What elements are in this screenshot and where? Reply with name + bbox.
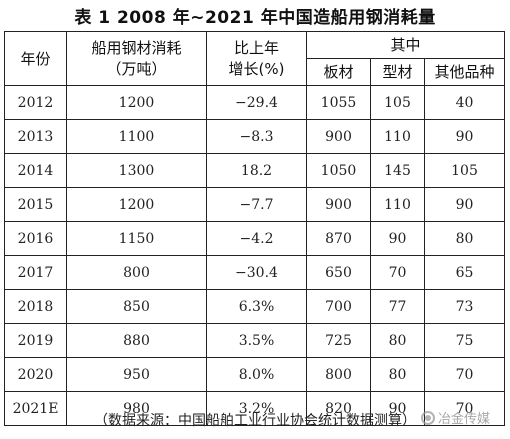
header-section: 型材 bbox=[370, 58, 425, 86]
cell-plate: 1050 bbox=[306, 153, 371, 188]
cell-other: 105 bbox=[423, 153, 506, 188]
cell-consumption: 1200 bbox=[66, 187, 207, 222]
cell-consumption: 980 bbox=[66, 391, 207, 426]
cell-other: 40 bbox=[423, 85, 506, 120]
cell-plate: 725 bbox=[306, 323, 371, 358]
cell-growth: 18.2 bbox=[206, 153, 307, 188]
cell-growth: −30.4 bbox=[206, 255, 307, 290]
cell-consumption: 1100 bbox=[66, 119, 207, 154]
cell-year: 2018 bbox=[4, 289, 67, 324]
cell-section: 80 bbox=[370, 323, 425, 358]
header-year: 年份 bbox=[4, 31, 67, 86]
cell-other: 65 bbox=[423, 255, 506, 290]
wechat-icon bbox=[420, 410, 435, 425]
steel-consumption-table: 年份 船用钢材消耗 （万吨） 比上年 增长(%) 其中 板材 型材 其他品种 2… bbox=[4, 31, 506, 426]
cell-plate: 870 bbox=[306, 221, 371, 256]
cell-consumption: 850 bbox=[66, 289, 207, 324]
cell-section: 105 bbox=[370, 85, 425, 120]
table-row: 2020 950 8.0% 800 80 70 bbox=[4, 357, 506, 392]
header-group: 其中 bbox=[305, 31, 506, 59]
table-row: 2019 880 3.5% 725 80 75 bbox=[4, 323, 506, 358]
cell-consumption: 1300 bbox=[66, 153, 207, 188]
cell-section: 110 bbox=[370, 119, 425, 154]
cell-other: 80 bbox=[423, 221, 506, 256]
cell-growth: −7.7 bbox=[206, 187, 307, 222]
cell-section: 145 bbox=[370, 153, 425, 188]
cell-growth: −4.2 bbox=[206, 221, 307, 256]
cell-consumption: 1200 bbox=[66, 85, 207, 120]
watermark: 冶金传媒 bbox=[420, 408, 490, 427]
header-consumption-line2: （万吨） bbox=[106, 59, 167, 78]
cell-year: 2021E bbox=[4, 391, 67, 426]
cell-other: 75 bbox=[423, 323, 506, 358]
table-row: 2021E 980 3.2% 820 90 70 bbox=[4, 391, 506, 426]
cell-consumption: 950 bbox=[66, 357, 207, 392]
table-row: 2016 1150 −4.2 870 90 80 bbox=[4, 221, 506, 256]
table-row: 2014 1300 18.2 1050 145 105 bbox=[4, 153, 506, 188]
header-growth-line2: 增长(%) bbox=[228, 59, 285, 78]
header-consumption-line1: 船用钢材消耗 bbox=[91, 38, 182, 57]
cell-year: 2013 bbox=[4, 119, 67, 154]
cell-year: 2014 bbox=[4, 153, 67, 188]
table-row: 2015 1200 −7.7 900 110 90 bbox=[4, 187, 506, 222]
watermark-text: 冶金传媒 bbox=[437, 412, 490, 427]
header-consumption: 船用钢材消耗 （万吨） bbox=[66, 31, 207, 86]
cell-other: 90 bbox=[423, 187, 506, 222]
cell-section: 77 bbox=[370, 289, 425, 324]
cell-plate: 900 bbox=[306, 187, 371, 222]
cell-section: 110 bbox=[370, 187, 425, 222]
table-row: 2017 800 −30.4 650 70 65 bbox=[4, 255, 506, 290]
cell-year: 2016 bbox=[4, 221, 67, 256]
table-body: 2012 1200 −29.4 1055 105 40 2013 1100 −8.3 900 110… bbox=[4, 85, 506, 426]
header-growth: 比上年 增长(%) bbox=[206, 31, 307, 86]
table-row: 2012 1200 −29.4 1055 105 40 bbox=[4, 85, 506, 120]
cell-plate: 820 bbox=[306, 391, 371, 426]
cell-consumption: 800 bbox=[66, 255, 207, 290]
cell-year: 2015 bbox=[4, 187, 67, 222]
table-container: 年份 船用钢材消耗 （万吨） 比上年 增长(%) 其中 板材 型材 其他品种 2… bbox=[4, 31, 506, 426]
cell-growth: 3.5% bbox=[206, 323, 307, 358]
cell-consumption: 1150 bbox=[66, 221, 207, 256]
cell-plate: 650 bbox=[306, 255, 371, 290]
header-plate: 板材 bbox=[306, 58, 371, 86]
cell-plate: 1055 bbox=[306, 85, 371, 120]
table-row: 2018 850 6.3% 700 77 73 bbox=[4, 289, 506, 324]
cell-growth: 8.0% bbox=[206, 357, 307, 392]
cell-consumption: 880 bbox=[66, 323, 207, 358]
cell-section: 70 bbox=[370, 255, 425, 290]
cell-growth: −29.4 bbox=[206, 85, 307, 120]
cell-other: 73 bbox=[423, 289, 506, 324]
table-title: 表 1 2008 年~2021 年中国造船用钢消耗量 bbox=[74, 8, 436, 28]
cell-year: 2019 bbox=[4, 323, 67, 358]
cell-plate: 700 bbox=[306, 289, 371, 324]
cell-plate: 800 bbox=[306, 357, 371, 392]
cell-section: 80 bbox=[370, 357, 425, 392]
table-row: 2013 1100 −8.3 900 110 90 bbox=[4, 119, 506, 154]
header-other: 其他品种 bbox=[423, 58, 506, 86]
header-growth-line1: 比上年 bbox=[233, 38, 279, 57]
cell-other: 90 bbox=[423, 119, 506, 154]
cell-year: 2012 bbox=[4, 85, 67, 120]
cell-other: 70 bbox=[423, 391, 506, 426]
cell-section: 90 bbox=[370, 221, 425, 256]
cell-growth: −8.3 bbox=[206, 119, 307, 154]
cell-year: 2020 bbox=[4, 357, 67, 392]
cell-plate: 900 bbox=[306, 119, 371, 154]
data-source-note: （数据来源：中国船舶工业行业协会统计数据测算） bbox=[94, 413, 416, 429]
cell-growth: 6.3% bbox=[206, 289, 307, 324]
cell-year: 2017 bbox=[4, 255, 67, 290]
cell-other: 70 bbox=[423, 357, 506, 392]
